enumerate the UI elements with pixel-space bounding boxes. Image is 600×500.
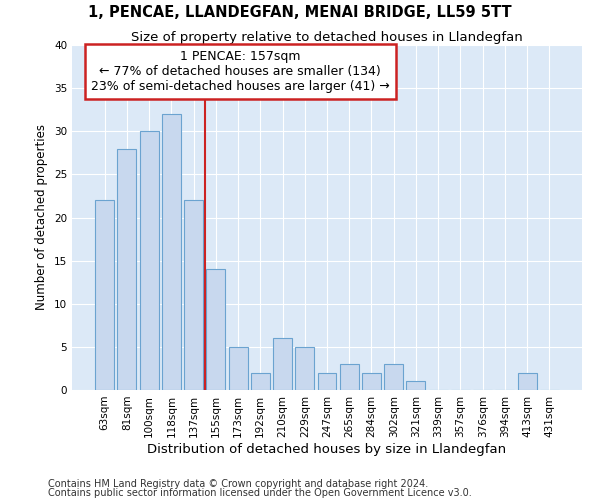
Bar xyxy=(206,269,225,390)
Bar xyxy=(140,131,158,390)
Title: Size of property relative to detached houses in Llandegfan: Size of property relative to detached ho… xyxy=(131,31,523,44)
Text: Contains HM Land Registry data © Crown copyright and database right 2024.: Contains HM Land Registry data © Crown c… xyxy=(48,479,428,489)
Text: 1, PENCAE, LLANDEGFAN, MENAI BRIDGE, LL59 5TT: 1, PENCAE, LLANDEGFAN, MENAI BRIDGE, LL5… xyxy=(88,5,512,20)
Text: Contains public sector information licensed under the Open Government Licence v3: Contains public sector information licen… xyxy=(48,488,472,498)
Bar xyxy=(340,364,359,390)
Bar xyxy=(118,148,136,390)
Bar xyxy=(184,200,203,390)
Text: 1 PENCAE: 157sqm
← 77% of detached houses are smaller (134)
23% of semi-detached: 1 PENCAE: 157sqm ← 77% of detached house… xyxy=(91,50,389,93)
Bar xyxy=(406,382,425,390)
Y-axis label: Number of detached properties: Number of detached properties xyxy=(35,124,49,310)
Bar xyxy=(273,338,292,390)
Bar xyxy=(95,200,114,390)
Bar xyxy=(362,373,381,390)
Bar xyxy=(295,347,314,390)
X-axis label: Distribution of detached houses by size in Llandegfan: Distribution of detached houses by size … xyxy=(148,442,506,456)
Bar xyxy=(162,114,181,390)
Bar xyxy=(229,347,248,390)
Bar xyxy=(518,373,536,390)
Bar xyxy=(317,373,337,390)
Bar xyxy=(384,364,403,390)
Bar xyxy=(251,373,270,390)
